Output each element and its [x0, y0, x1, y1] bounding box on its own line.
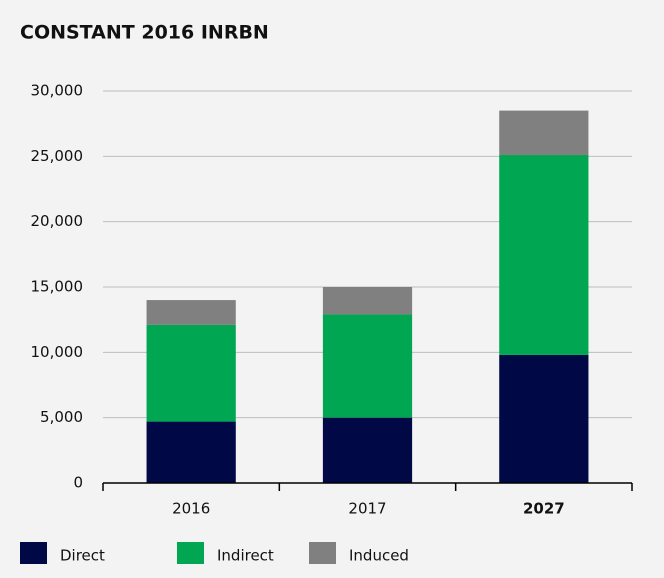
bar-segment [322, 417, 413, 483]
x-tick-label: 2016 [172, 500, 210, 518]
bar-segment [322, 287, 413, 315]
x-tick-label: 2027 [523, 500, 565, 518]
chart-title: CONSTANT 2016 INRBN [20, 22, 269, 44]
y-tick-label: 0 [73, 474, 83, 492]
bar-segment [499, 155, 589, 355]
bar-segment [499, 110, 589, 156]
bar-segment [322, 314, 413, 418]
x-tick-label: 2017 [348, 500, 386, 518]
y-tick-label: 5,000 [40, 408, 83, 426]
y-tick-label: 15,000 [31, 278, 84, 296]
bar-segment [499, 354, 589, 483]
y-tick-label: 30,000 [31, 82, 84, 100]
bar-segment [146, 300, 236, 325]
legend-label: Induced [349, 547, 409, 565]
legend-swatch [177, 542, 204, 564]
bar-segment [146, 421, 236, 483]
y-tick-label: 10,000 [31, 343, 84, 361]
y-tick-label: 20,000 [31, 212, 84, 230]
legend-swatch [20, 542, 47, 564]
legend-label: Indirect [217, 547, 274, 565]
bar-segment [146, 324, 236, 422]
legend-label: Direct [60, 547, 105, 565]
legend-swatch [309, 542, 336, 564]
y-tick-label: 25,000 [31, 147, 84, 165]
